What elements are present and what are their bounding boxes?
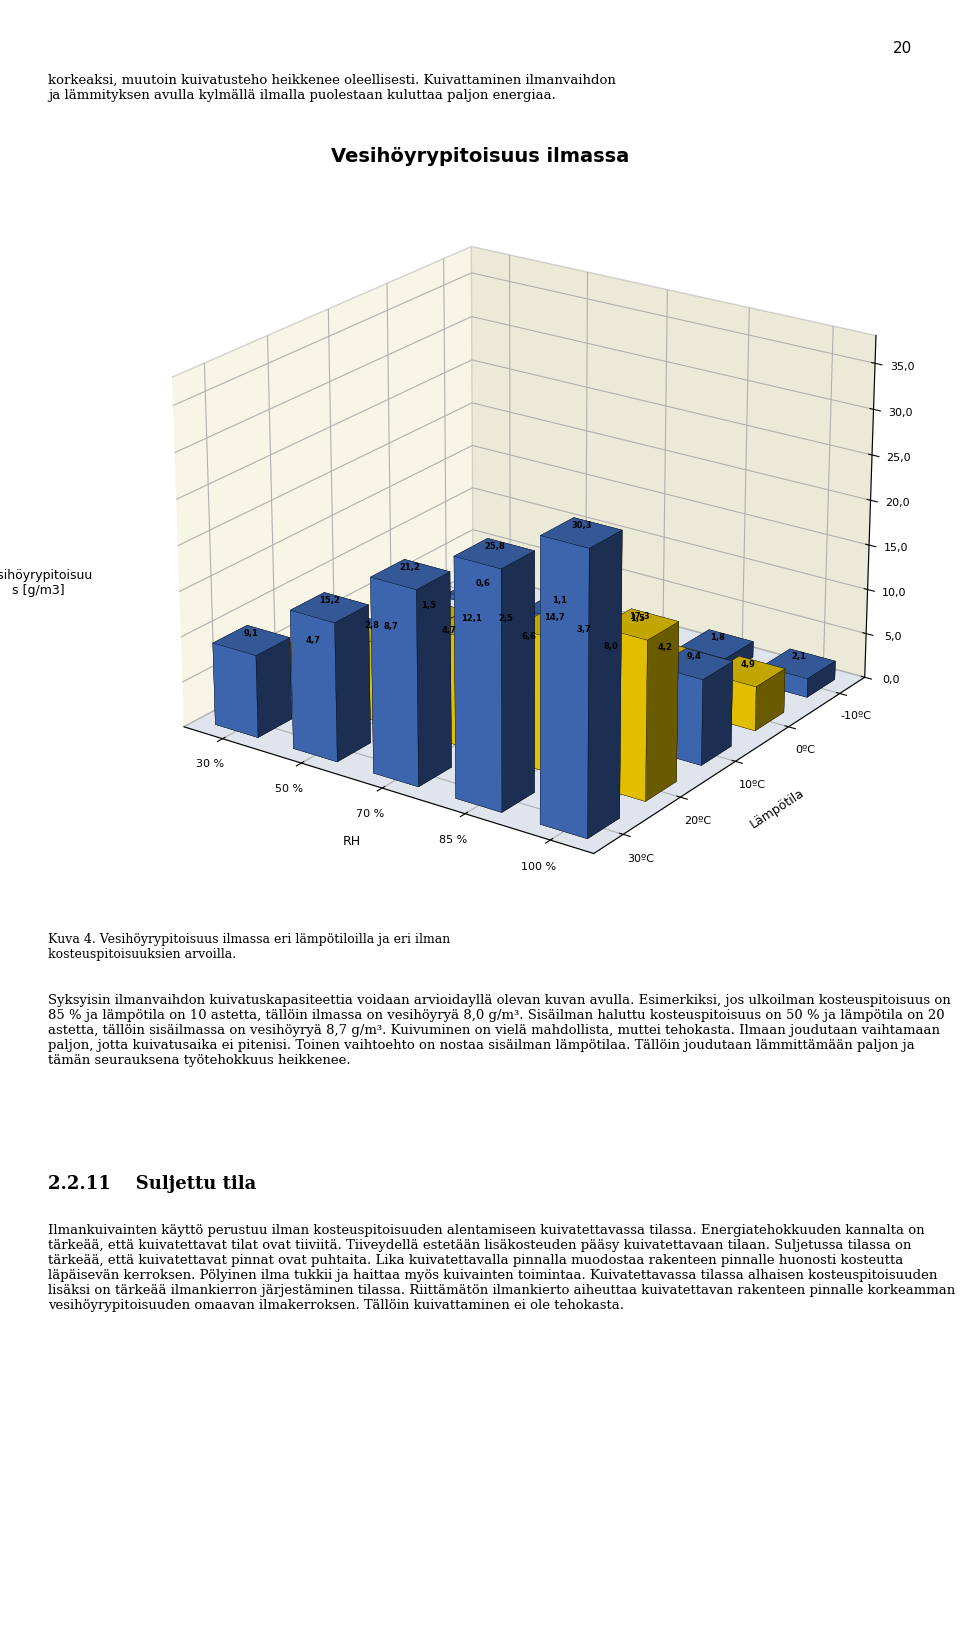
Y-axis label: Lämpötila: Lämpötila <box>748 785 807 830</box>
Text: Vesihöyrypitoisuus ilmassa: Vesihöyrypitoisuus ilmassa <box>331 146 629 166</box>
Text: 20: 20 <box>893 41 912 56</box>
Text: korkeaksi, muutoin kuivatusteho heikkenee oleellisesti. Kuivattaminen ilmanvaihd: korkeaksi, muutoin kuivatusteho heikkene… <box>48 74 616 102</box>
Text: Syksyisin ilmanvaihdon kuivatuskapasiteettia voidaan arvioidayllä olevan kuvan a: Syksyisin ilmanvaihdon kuivatuskapasitee… <box>48 994 950 1066</box>
Text: Vesihöyrypitoisuu
s [g/m3]: Vesihöyrypitoisuu s [g/m3] <box>0 568 93 598</box>
Text: Kuva 4. Vesihöyrypitoisuus ilmassa eri lämpötiloilla ja eri ilman
kosteuspitoisu: Kuva 4. Vesihöyrypitoisuus ilmassa eri l… <box>48 933 450 961</box>
Text: 2.2.11    Suljettu tila: 2.2.11 Suljettu tila <box>48 1175 256 1193</box>
X-axis label: RH: RH <box>343 835 361 848</box>
Text: Ilmankuivainten käyttö perustuu ilman kosteuspitoisuuden alentamiseen kuivatetta: Ilmankuivainten käyttö perustuu ilman ko… <box>48 1224 955 1313</box>
